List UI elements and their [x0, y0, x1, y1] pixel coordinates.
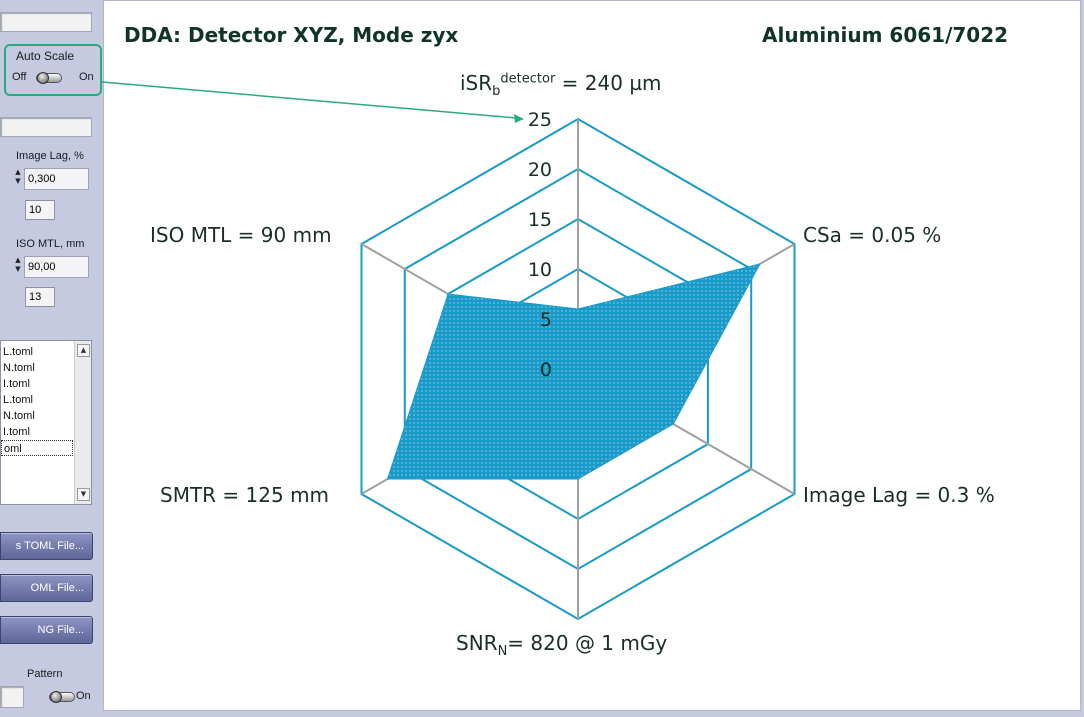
scroll-down-icon[interactable]: ▼ [77, 488, 90, 501]
save-toml-button[interactable]: s TOML File... [0, 532, 93, 560]
radar-tick-label: 0 [540, 359, 552, 381]
snr-sub: N [497, 644, 508, 659]
save-png-button[interactable]: NG File... [0, 616, 93, 644]
list-item[interactable]: N.toml [3, 362, 35, 374]
axis-label-isr: iSRbdetector = 240 µm [460, 71, 662, 99]
top-text-field[interactable] [0, 12, 92, 32]
axis-label-snr: SNRN= 820 @ 1 mGy [456, 631, 667, 659]
isr-sup: detector [500, 71, 556, 87]
autoscale-on-label: On [79, 71, 94, 83]
image-lag-input[interactable]: 0,300 [24, 168, 89, 190]
autoscale-off-label: Off [12, 71, 27, 83]
radar-tick-label: 20 [528, 159, 552, 181]
scroll-up-icon[interactable]: ▲ [77, 344, 90, 357]
pattern-toggle[interactable] [49, 691, 75, 703]
radar-tick-label: 15 [528, 209, 552, 231]
chart-subtitle: Aluminium 6061/7022 [762, 23, 1009, 47]
image-lag-label: Image Lag, % [16, 150, 84, 162]
image-lag-index[interactable]: 10 [25, 200, 55, 220]
snr-suffix: = 820 @ 1 mGy [507, 631, 668, 655]
axis-label-smtr: SMTR = 125 mm [160, 483, 330, 507]
radar-chart: 0 5 10 15 20 25 [360, 109, 796, 621]
list-item[interactable]: N.toml [3, 410, 35, 422]
radar-tick-label: 5 [540, 309, 552, 331]
autoscale-label: Auto Scale [16, 49, 75, 63]
chart-title: DDA: Detector XYZ, Mode zyx [124, 23, 459, 47]
list-item[interactable]: I.toml [3, 426, 30, 438]
list-item-selected[interactable]: oml [1, 440, 73, 456]
toggle-knob-icon [37, 72, 49, 84]
snr-prefix: SNR [456, 631, 498, 655]
radar-data-area [386, 263, 761, 480]
autoscale-group: Auto Scale Off On [4, 44, 102, 96]
isr-suffix: = 240 µm [555, 71, 662, 95]
left-control-panel: Auto Scale Off On Image Lag, % ▲ ▼ 0,300 … [0, 0, 102, 717]
iso-mtl-index[interactable]: 13 [25, 287, 55, 307]
axis-label-iso-mtl: ISO MTL = 90 mm [150, 223, 332, 247]
autoscale-toggle[interactable] [36, 72, 62, 84]
load-toml-button[interactable]: OML File... [0, 574, 93, 602]
isr-sub: b [492, 84, 501, 99]
iso-mtl-label: ISO MTL, mm [16, 238, 85, 250]
pattern-label: Pattern [27, 668, 63, 680]
isr-prefix: iSR [460, 71, 493, 95]
image-lag-spinner-icon[interactable]: ▲ ▼ [15, 168, 21, 185]
pattern-field[interactable] [0, 686, 24, 708]
list-item[interactable]: I.toml [3, 378, 30, 390]
radar-tick-label: 10 [528, 259, 552, 281]
axis-label-csa: CSa = 0.05 % [803, 223, 942, 247]
iso-mtl-spinner-icon[interactable]: ▲ ▼ [15, 256, 21, 273]
listbox-scrollbar[interactable]: ▲ ▼ [74, 341, 91, 504]
pattern-on-label: On [76, 690, 91, 702]
chart-panel: DDA: Detector XYZ, Mode zyx Aluminium 60… [103, 0, 1081, 711]
axis-label-image-lag: Image Lag = 0.3 % [803, 483, 995, 507]
file-listbox[interactable]: L.toml N.toml I.toml L.toml N.toml I.tom… [0, 340, 92, 505]
list-item[interactable]: L.toml [3, 346, 33, 358]
radar-tick-label: 25 [528, 109, 552, 131]
list-item[interactable]: L.toml [3, 394, 33, 406]
iso-mtl-input[interactable]: 90,00 [24, 256, 89, 278]
secondary-text-field[interactable] [0, 117, 92, 137]
toggle-knob-icon [50, 691, 62, 703]
